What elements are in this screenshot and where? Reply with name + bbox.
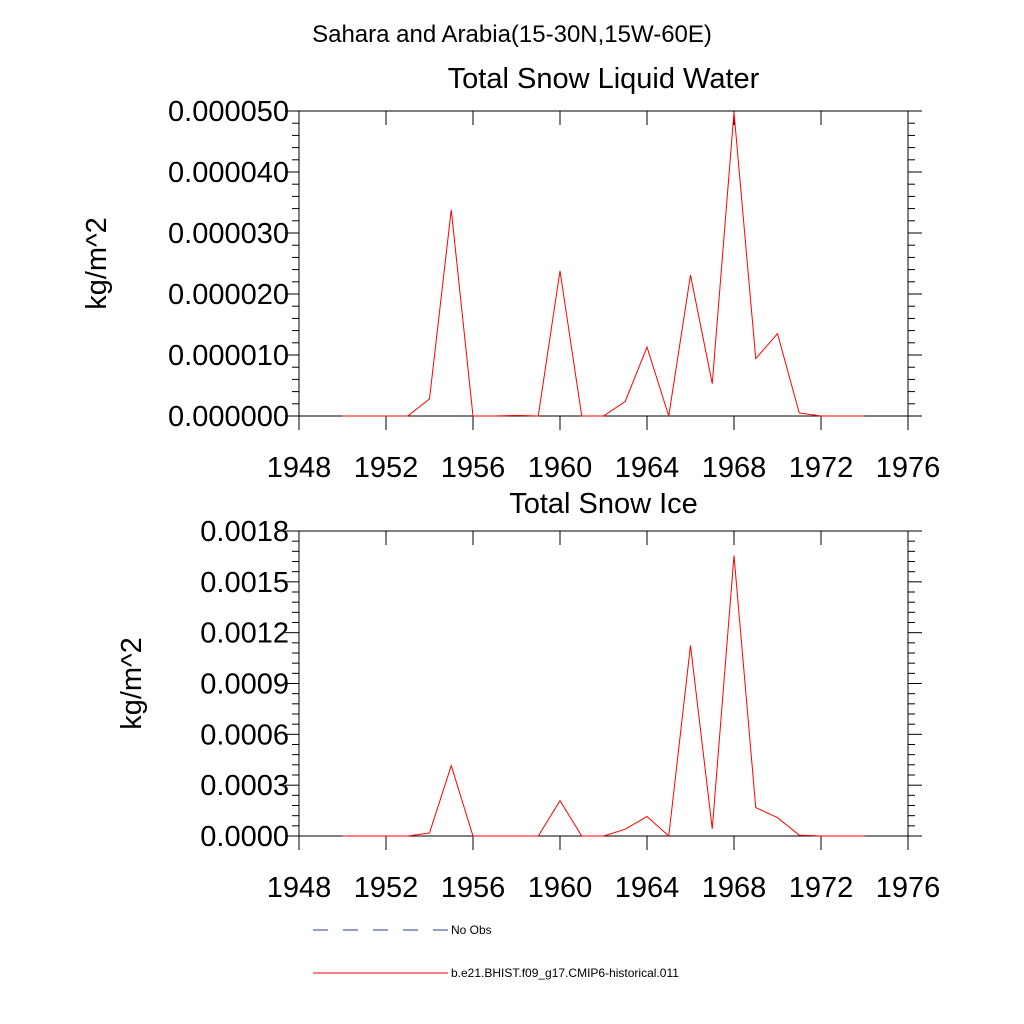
x-tick-label: 1960 <box>528 452 593 484</box>
y-tick-label: 0.0012 <box>200 618 289 650</box>
x-tick-label: 1956 <box>441 452 506 484</box>
x-tick-label: 1976 <box>876 872 941 904</box>
y-tick-label: 0.000020 <box>168 279 289 311</box>
y-tick-label: 0.000030 <box>168 218 289 250</box>
x-tick-label: 1972 <box>789 872 854 904</box>
y-tick-label: 0.000000 <box>168 401 289 433</box>
x-tick-label: 1960 <box>528 872 593 904</box>
x-tick-label: 1964 <box>615 452 680 484</box>
x-tick-label: 1952 <box>354 452 419 484</box>
panel-title: Total Snow Liquid Water <box>448 63 760 95</box>
plot-frame <box>298 110 909 417</box>
legend-label-no-obs: No Obs <box>451 923 492 937</box>
panel-title: Total Snow Ice <box>509 488 698 520</box>
panel-snow-ice: Total Snow Ice kg/m^2 1948 1952 1956 1960 1964… <box>116 488 940 904</box>
x-tick-label: 1964 <box>615 872 680 904</box>
y-tick-label: 0.000050 <box>168 96 289 128</box>
y-axis-label: kg/m^2 <box>81 217 113 310</box>
series-line <box>342 112 865 417</box>
y-tick-label: 0.0000 <box>200 821 289 853</box>
y-tick-label: 0.0006 <box>200 719 289 751</box>
y-tick-label: 0.000010 <box>168 340 289 372</box>
panel-snow-liquid-water: Total Snow Liquid Water kg/m^2 1948 1952 195… <box>81 63 940 484</box>
legend: No Obs b.e21.BHIST.f09_g17.CMIP6-histori… <box>313 923 679 980</box>
x-tick-label: 1968 <box>702 872 767 904</box>
legend-label-model-run: b.e21.BHIST.f09_g17.CMIP6-historical.011 <box>451 966 679 980</box>
figure-suptitle: Sahara and Arabia(15-30N,15W-60E) <box>312 21 712 48</box>
x-tick-label: 1952 <box>354 872 419 904</box>
y-tick-label: 0.0015 <box>200 567 289 599</box>
y-tick-label: 0.0003 <box>200 770 289 802</box>
y-axis-label: kg/m^2 <box>116 637 148 730</box>
x-tick-label: 1956 <box>441 872 506 904</box>
series-line <box>342 555 865 838</box>
x-tick-label: 1972 <box>789 452 854 484</box>
x-tick-label: 1976 <box>876 452 941 484</box>
x-tick-label: 1948 <box>267 872 332 904</box>
y-tick-label: 0.000040 <box>168 157 289 189</box>
y-tick-label: 0.0018 <box>200 516 289 548</box>
x-tick-label: 1968 <box>702 452 767 484</box>
plot-frame <box>298 530 909 837</box>
x-tick-label: 1948 <box>267 452 332 484</box>
y-tick-label: 0.0009 <box>200 669 289 701</box>
